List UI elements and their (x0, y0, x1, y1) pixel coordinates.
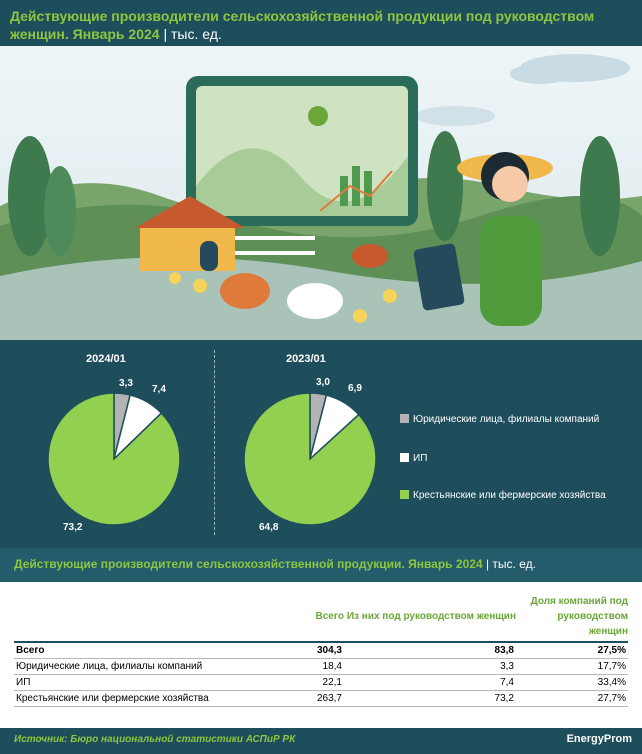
page-header: Действующие производители сельскохозяйст… (0, 0, 642, 46)
row-share: 27,5% (516, 642, 628, 659)
farm-scene-image (0, 46, 642, 340)
brand-logo: EnergyProm (566, 733, 632, 745)
pie-2024 (47, 392, 181, 526)
legend-item-legal: Юридические лица, филиалы компаний (400, 414, 599, 425)
source-note: Источник: Бюро национальной статистики А… (14, 734, 296, 745)
legend-swatch-legal (400, 414, 409, 423)
row-total: 263,7 (264, 690, 344, 707)
pie-2023-label-legal: 3,0 (316, 377, 330, 388)
row-name: Крестьянские или фермерские хозяйства (14, 690, 264, 707)
pie-slice-farm (243, 392, 377, 526)
row-women: 83,8 (344, 642, 516, 659)
row-total: 304,3 (264, 642, 344, 659)
row-women: 3,3 (344, 658, 516, 675)
row-name: Всего (14, 642, 264, 659)
pie-divider (214, 350, 215, 535)
table-section-header: Действующие производители сельскохозяйст… (0, 548, 642, 582)
legend-label-farm: Крестьянские или фермерские хозяйства (413, 490, 606, 501)
row-women: 7,4 (344, 674, 516, 691)
farm-illustration (0, 46, 642, 340)
legend-item-ip: ИП (400, 453, 427, 464)
row-total: 18,4 (264, 658, 344, 675)
data-table: Всего Из них под руководством женщин Дол… (14, 592, 628, 707)
table-header-share: Доля компаний под руководством женщин (516, 592, 628, 643)
pie-2024-title: 2024/01 (86, 353, 126, 365)
title-separator: | (163, 26, 171, 42)
pie-2023 (243, 392, 377, 526)
row-name: Юридические лица, филиалы компаний (14, 658, 264, 675)
pie-2024-label-farm: 73,2 (63, 522, 83, 533)
row-total: 22,1 (264, 674, 344, 691)
page-unit: тыс. ед. (170, 26, 222, 42)
legend-swatch-farm (400, 490, 409, 499)
table-header-row: Всего Из них под руководством женщин Дол… (14, 592, 628, 643)
legend-item-farm: Крестьянские или фермерские хозяйства (400, 490, 606, 501)
row-women: 73,2 (344, 690, 516, 707)
page-title: Действующие производители сельскохозяйст… (10, 8, 595, 42)
pie-2023-title: 2023/01 (286, 353, 326, 365)
pie-charts-section: 2024/01 2023/01 3,3 7,4 73,2 3,0 6,9 64,… (0, 340, 642, 544)
pie-2023-label-farm: 64,8 (259, 522, 279, 533)
legend-label-ip: ИП (413, 453, 428, 464)
pie-2023-label-ip: 6,9 (348, 383, 362, 394)
table-section-title: Действующие производители сельскохозяйст… (14, 557, 483, 571)
pie-charts-svg (47, 392, 377, 526)
data-table-panel: Всего Из них под руководством женщин Дол… (0, 582, 642, 728)
table-row: Крестьянские или фермерские хозяйства 26… (14, 690, 628, 707)
row-share: 17,7% (516, 658, 628, 675)
footer: Источник: Бюро национальной статистики А… (0, 728, 642, 754)
row-share: 33,4% (516, 674, 628, 691)
table-header-total: Всего (264, 592, 344, 643)
table-section-unit: тыс. ед. (492, 557, 536, 571)
table-row: Юридические лица, филиалы компаний 18,4 … (14, 658, 628, 675)
legend-swatch-ip (400, 453, 409, 462)
table-title-separator: | (485, 557, 493, 571)
row-share: 27,7% (516, 690, 628, 707)
pie-slice-farm (47, 392, 181, 526)
legend-label-legal: Юридические лица, филиалы компаний (413, 414, 600, 425)
table-row: ИП 22,1 7,4 33,4% (14, 674, 628, 691)
pie-2024-label-legal: 3,3 (119, 378, 133, 389)
row-name: ИП (14, 674, 264, 691)
table-row: Всего 304,3 83,8 27,5% (14, 642, 628, 659)
table-header-women: Из них под руководством женщин (344, 592, 516, 643)
pie-2024-label-ip: 7,4 (152, 384, 166, 395)
table-header-name (14, 592, 264, 643)
